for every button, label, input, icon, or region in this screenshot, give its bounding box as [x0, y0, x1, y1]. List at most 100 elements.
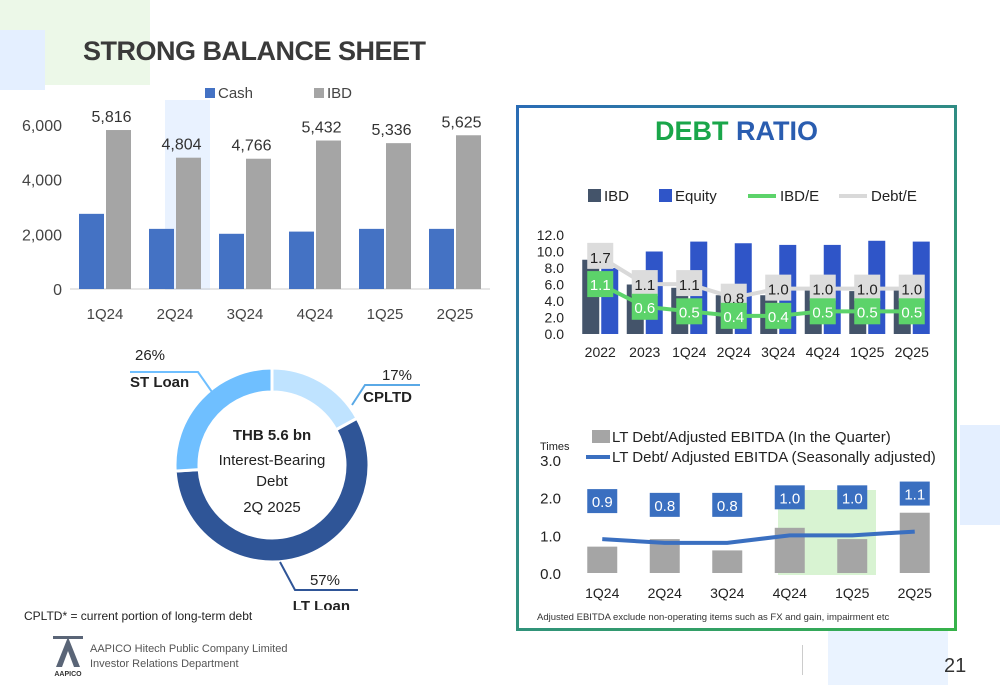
bar-cash — [429, 228, 454, 289]
label-box-seasonal — [774, 485, 805, 510]
legend-swatch-ratio — [659, 189, 672, 202]
label-box-debt-e — [765, 274, 792, 301]
bar-cash — [289, 231, 314, 289]
debt-ratio-title-word-2: RATIO — [736, 116, 818, 146]
legend-swatch-quarter — [592, 430, 610, 443]
data-label-debt-e: 1.0 — [768, 282, 789, 299]
company-info: AAPICO Hitech Public Company Limited Inv… — [90, 642, 287, 672]
legend-label-ratio: IBD/E — [780, 188, 819, 205]
balance-chart: Cash IBD 0 2,000 4,000 6,000 5,816 1Q24 4,804 2Q2… — [22, 85, 490, 323]
x-tick-label: 3Q24 — [761, 344, 795, 360]
bar-ibd — [456, 135, 481, 289]
leader-st-loan — [130, 371, 213, 393]
donut-center-line2: Interest-Bearing — [219, 452, 326, 469]
label-box-ibd-e — [720, 302, 747, 329]
legend-swatch-cash — [205, 88, 215, 98]
slice-pct-lt-loan: 57% — [310, 572, 340, 589]
y-tick-label: 0.0 — [540, 566, 561, 583]
legend-label-ratio: Equity — [675, 188, 717, 205]
data-label-seasonal: 0.8 — [717, 498, 738, 515]
bar-ibd — [246, 158, 271, 289]
y-tick-label: 0 — [53, 282, 62, 299]
label-box-ibd-e — [587, 271, 614, 298]
x-tick-label: 1Q25 — [835, 585, 869, 601]
data-label-debt-e: 1.0 — [812, 282, 833, 299]
data-label-ibd: 5,336 — [371, 122, 411, 139]
label-box-debt-e — [809, 274, 836, 301]
bar-cash — [359, 228, 384, 289]
line-ltdebt-seasonal — [602, 529, 915, 545]
legend-swatch-ibd — [314, 88, 324, 98]
y-tick-label: 4,000 — [22, 173, 62, 190]
data-label-ibd-e: 0.5 — [857, 304, 878, 321]
leader-lt-loan — [279, 561, 358, 591]
bar-cash — [79, 213, 104, 289]
bar-ltdebt-quarter — [899, 512, 930, 573]
donut-center-line4: 2Q 2025 — [243, 499, 301, 516]
label-box-seasonal — [712, 492, 743, 517]
x-tick-label: 2022 — [585, 344, 616, 360]
x-tick-label: 1Q24 — [87, 306, 124, 323]
y-tick-label: 2.0 — [545, 310, 565, 326]
x-tick-label: 4Q24 — [297, 306, 334, 323]
data-label-seasonal: 1.0 — [779, 490, 800, 507]
x-tick-label: 2Q25 — [437, 306, 474, 323]
bar-ibd — [316, 140, 341, 289]
logo-text: AAPICO — [54, 671, 82, 678]
data-label-seasonal: 1.1 — [904, 487, 925, 504]
x-tick-label: 2Q24 — [157, 306, 194, 323]
legend-label-ratio: Debt/E — [871, 188, 917, 205]
company-department: Investor Relations Department — [90, 658, 239, 670]
data-label-debt-e: 1.1 — [634, 277, 655, 294]
y-tick-label: 1.0 — [540, 528, 561, 545]
data-label-ibd-e: 0.4 — [768, 309, 789, 326]
label-box-debt-e — [898, 274, 925, 301]
data-label-ibd-e: 0.5 — [901, 304, 922, 321]
data-label-ibd-e: 1.1 — [590, 277, 611, 294]
x-tick-label: 2Q24 — [717, 344, 751, 360]
bar-ltdebt-quarter — [587, 546, 618, 573]
data-label-seasonal: 0.9 — [592, 494, 613, 511]
footnote-cpltd: CPLTD* = current portion of long-term de… — [24, 609, 253, 623]
donut-slice — [173, 366, 274, 473]
legend-swatch-ratio — [588, 189, 601, 202]
legend-label-seasonal: LT Debt/ Adjusted EBITDA (Seasonally adj… — [612, 449, 936, 466]
bg-deco-blue — [0, 30, 45, 90]
slice-name-lt-loan: LT Loan — [293, 598, 350, 610]
data-label-seasonal: 1.0 — [842, 490, 863, 507]
x-tick-label: 2023 — [629, 344, 660, 360]
bar-ibd — [106, 130, 131, 289]
bar-ibd — [176, 157, 201, 289]
x-tick-label: 3Q24 — [710, 585, 744, 601]
data-label-debt-e: 1.7 — [590, 250, 611, 267]
legend-label-ibd: IBD — [327, 85, 352, 102]
y-tick-label: 2,000 — [22, 227, 62, 244]
label-box-ibd-e — [898, 298, 925, 325]
y-tick-label: 12.0 — [537, 227, 564, 243]
donut-slice — [173, 416, 371, 564]
data-label-ibd-e: 0.5 — [812, 304, 833, 321]
label-box-debt-e — [587, 242, 614, 269]
label-box-ibd-e — [809, 298, 836, 325]
legend-label-cash: Cash — [218, 85, 253, 102]
donut-center-amount: THB 5.6 bn — [233, 427, 311, 444]
data-label-ibd: 4,766 — [231, 138, 271, 155]
bar-cash — [149, 228, 174, 289]
data-label-ibd: 5,625 — [441, 114, 481, 131]
x-tick-label: 1Q25 — [367, 306, 404, 323]
x-tick-label: 4Q24 — [806, 344, 840, 360]
data-label-ibd: 5,432 — [301, 120, 341, 137]
data-label-ibd-e: 0.6 — [634, 300, 655, 317]
donut-slice — [270, 366, 360, 432]
x-tick-label: 1Q24 — [585, 585, 619, 601]
x-tick-label: 2Q25 — [895, 344, 929, 360]
y-tick-label: 2.0 — [540, 491, 561, 508]
donut-center-line3: Debt — [256, 473, 289, 490]
ebitda-chart: LT Debt/Adjusted EBITDA (In the Quarter)… — [540, 429, 936, 601]
aapico-logo: AAPICO — [53, 636, 83, 678]
y-tick-label: 6,000 — [22, 118, 62, 135]
x-tick-label: 2Q25 — [898, 585, 932, 601]
label-box-ibd-e — [765, 302, 792, 329]
x-tick-label: 1Q25 — [850, 344, 884, 360]
label-box-debt-e — [854, 274, 881, 301]
